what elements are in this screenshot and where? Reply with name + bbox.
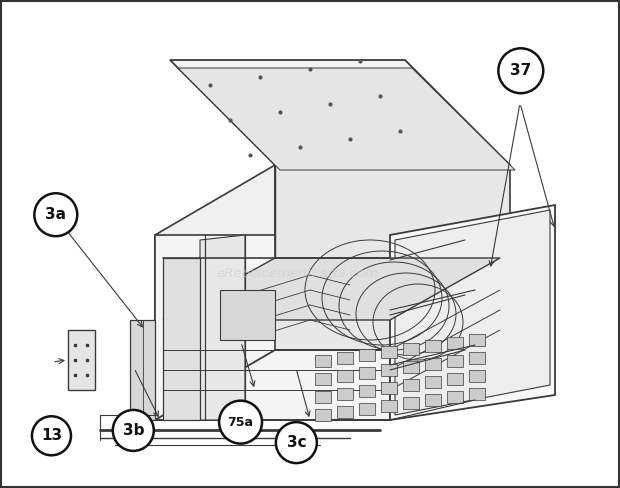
Bar bbox=[469, 352, 485, 364]
Polygon shape bbox=[155, 235, 390, 420]
Bar bbox=[403, 343, 419, 355]
Text: eReplacementParts.com: eReplacementParts.com bbox=[216, 267, 379, 280]
Text: 75a: 75a bbox=[228, 416, 254, 428]
Bar bbox=[337, 352, 353, 364]
Bar bbox=[315, 409, 331, 421]
Polygon shape bbox=[155, 165, 275, 420]
Bar bbox=[381, 400, 397, 412]
Bar bbox=[403, 397, 419, 409]
Bar bbox=[403, 379, 419, 391]
Bar bbox=[359, 385, 375, 397]
Polygon shape bbox=[200, 235, 245, 420]
Bar bbox=[469, 370, 485, 382]
Bar bbox=[359, 403, 375, 415]
Bar bbox=[381, 364, 397, 376]
Bar bbox=[337, 370, 353, 382]
Circle shape bbox=[34, 193, 78, 236]
Bar bbox=[381, 382, 397, 394]
Bar bbox=[337, 406, 353, 418]
Polygon shape bbox=[220, 290, 275, 340]
Polygon shape bbox=[275, 165, 510, 350]
Bar bbox=[359, 367, 375, 379]
Bar bbox=[337, 388, 353, 400]
Polygon shape bbox=[163, 258, 500, 320]
Polygon shape bbox=[395, 210, 550, 415]
Bar bbox=[359, 349, 375, 361]
Text: 13: 13 bbox=[41, 428, 62, 443]
Bar bbox=[425, 358, 441, 370]
Bar bbox=[315, 355, 331, 367]
Bar bbox=[425, 394, 441, 406]
Bar bbox=[425, 340, 441, 352]
Bar bbox=[447, 337, 463, 349]
Polygon shape bbox=[170, 60, 510, 165]
Bar bbox=[425, 376, 441, 388]
Bar bbox=[447, 373, 463, 385]
Polygon shape bbox=[163, 258, 200, 420]
Circle shape bbox=[276, 422, 317, 463]
Polygon shape bbox=[68, 330, 95, 390]
Polygon shape bbox=[178, 68, 515, 170]
Polygon shape bbox=[390, 205, 555, 420]
Circle shape bbox=[219, 401, 262, 444]
Text: 3a: 3a bbox=[45, 207, 66, 222]
Circle shape bbox=[498, 48, 543, 93]
Bar bbox=[403, 361, 419, 373]
Bar bbox=[447, 355, 463, 367]
Polygon shape bbox=[130, 320, 155, 420]
Bar bbox=[381, 346, 397, 358]
Bar bbox=[315, 391, 331, 403]
Bar bbox=[469, 388, 485, 400]
Text: 3c: 3c bbox=[286, 435, 306, 450]
Circle shape bbox=[32, 416, 71, 455]
Bar bbox=[447, 391, 463, 403]
Text: 3b: 3b bbox=[123, 423, 144, 438]
Bar bbox=[315, 373, 331, 385]
Text: 37: 37 bbox=[510, 63, 531, 78]
Circle shape bbox=[113, 410, 154, 451]
Bar bbox=[469, 334, 485, 346]
